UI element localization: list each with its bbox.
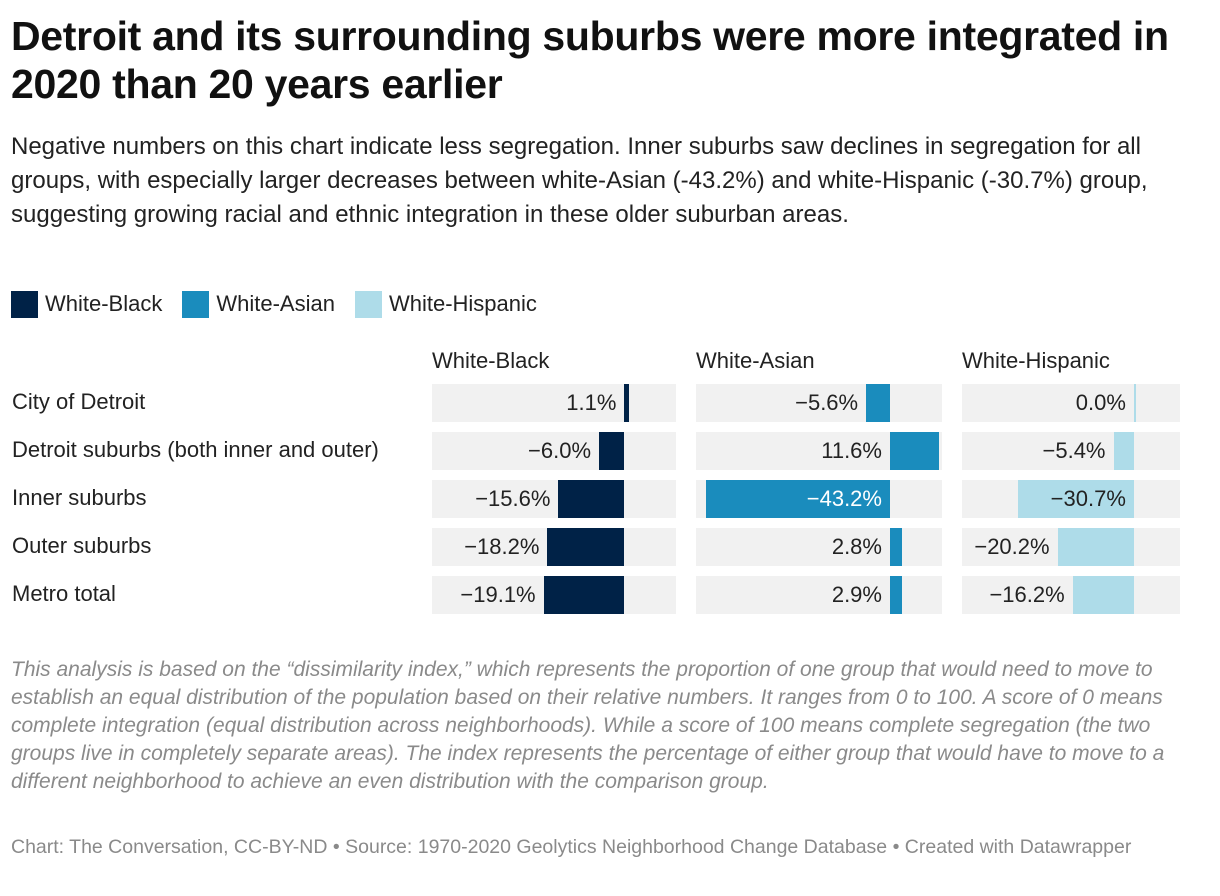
bar-track bbox=[962, 576, 1180, 614]
value-label: −20.2% bbox=[974, 534, 1050, 559]
legend-item-white-hispanic: White-Hispanic bbox=[354, 290, 537, 318]
value-label: 2.9% bbox=[831, 582, 882, 607]
value-label: −15.6% bbox=[475, 486, 551, 511]
column-header-white-black: White-Black bbox=[432, 348, 550, 373]
legend-item-white-black: White-Black bbox=[11, 290, 163, 318]
value-label: −19.1% bbox=[460, 582, 536, 607]
row-label-metro-total: Metro total bbox=[12, 581, 116, 606]
value-label: −30.7% bbox=[1050, 486, 1126, 511]
bar-white-black-outer-suburbs bbox=[547, 528, 625, 566]
value-label: 11.6% bbox=[821, 438, 882, 463]
bar-track bbox=[432, 432, 676, 470]
legend-label-white-asian: White-Asian bbox=[216, 291, 335, 316]
bar-white-asian-metro-total bbox=[889, 576, 903, 614]
legend: White-Black White-Asian White-Hispanic bbox=[11, 288, 557, 320]
bar-track bbox=[432, 384, 676, 422]
bar-track bbox=[696, 384, 942, 422]
legend-label-white-black: White-Black bbox=[45, 291, 163, 316]
legend-swatch-white-black bbox=[11, 290, 38, 318]
legend-swatch-white-asian bbox=[182, 290, 210, 318]
bar-white-black-inner-suburbs bbox=[558, 480, 625, 518]
bar-track bbox=[962, 432, 1180, 470]
bar-track bbox=[962, 384, 1180, 422]
bar-track bbox=[696, 528, 942, 566]
bar-white-hispanic-metro-total bbox=[1072, 576, 1134, 614]
bar-white-asian-outer-suburbs bbox=[889, 528, 902, 566]
split-bar-chart: White-Black White-Asian White-Hispanic City… bbox=[0, 340, 1220, 630]
legend-swatch-white-hispanic bbox=[354, 290, 382, 318]
bar-white-asian-city-of-detroit bbox=[866, 384, 890, 422]
value-label: −5.6% bbox=[795, 390, 859, 415]
chart-notes: This analysis is based on the “dissimila… bbox=[11, 658, 1165, 793]
value-label: 2.8% bbox=[831, 534, 882, 559]
chart-subtitle: Negative numbers on this chart indicate … bbox=[11, 133, 1148, 228]
bar-white-hispanic-inner-suburbs bbox=[1017, 480, 1134, 518]
bar-white-hispanic-outer-suburbs bbox=[1057, 528, 1134, 566]
chart-footer: Chart: The Conversation, CC-BY-ND • Sour… bbox=[11, 836, 1132, 858]
column-header-white-hispanic: White-Hispanic bbox=[962, 348, 1110, 373]
value-label: −6.0% bbox=[528, 438, 592, 463]
value-label: 0.0% bbox=[1075, 390, 1126, 415]
chart-title: Detroit and its surrounding suburbs were… bbox=[11, 13, 1169, 107]
bar-white-asian-detroit-suburbs-both-inner-and-outer bbox=[889, 432, 940, 470]
bar-track bbox=[432, 480, 676, 518]
value-label: −18.2% bbox=[464, 534, 540, 559]
value-label: 1.1% bbox=[566, 390, 617, 415]
bar-track bbox=[696, 576, 942, 614]
row-label-detroit-suburbs-both-inner-and-outer: Detroit suburbs (both inner and outer) bbox=[12, 437, 379, 462]
bar-white-hispanic-city-of-detroit bbox=[1133, 384, 1136, 422]
value-label: −5.4% bbox=[1042, 438, 1106, 463]
bar-white-asian-inner-suburbs bbox=[705, 480, 890, 518]
value-label: −43.2% bbox=[806, 486, 882, 511]
bar-white-black-city-of-detroit bbox=[624, 384, 630, 422]
row-label-inner-suburbs: Inner suburbs bbox=[12, 485, 147, 510]
legend-label-white-hispanic: White-Hispanic bbox=[388, 291, 537, 316]
value-label: −16.2% bbox=[989, 582, 1065, 607]
bar-white-black-detroit-suburbs-both-inner-and-outer bbox=[599, 432, 625, 470]
legend-item-white-asian: White-Asian bbox=[182, 290, 335, 318]
bar-white-hispanic-detroit-suburbs-both-inner-and-outer bbox=[1113, 432, 1134, 470]
row-label-outer-suburbs: Outer suburbs bbox=[12, 533, 152, 558]
column-header-white-asian: White-Asian bbox=[696, 348, 815, 373]
row-label-city-of-detroit: City of Detroit bbox=[12, 389, 146, 414]
bar-white-black-metro-total bbox=[543, 576, 625, 614]
